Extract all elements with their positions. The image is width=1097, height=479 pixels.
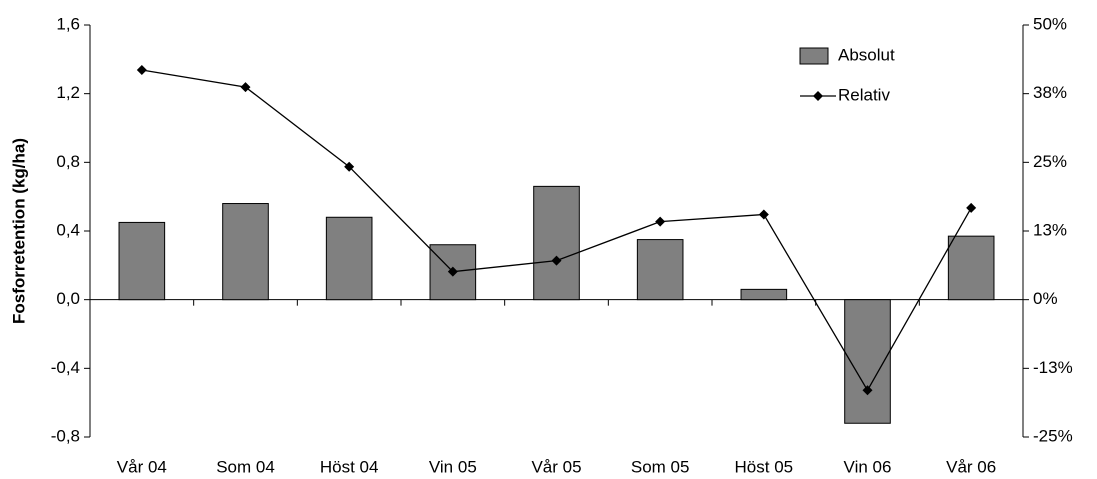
x-tick-label: Vår 05 [531,457,581,476]
y2-tick-label: 25% [1033,152,1067,171]
marker [344,161,355,172]
y-tick-label: 0,0 [56,289,80,308]
legend-swatch [799,47,829,65]
y2-tick-label: 50% [1033,14,1067,33]
bar [118,221,166,301]
x-tick-label: Vin 05 [429,457,477,476]
marker [136,65,147,76]
x-tick-label: Som 05 [631,457,690,476]
y-axis-label: Fosforretention (kg/ha) [9,138,28,324]
x-tick-label: Vin 06 [844,457,892,476]
y-tick-label: 0,4 [56,220,80,239]
marker [240,82,251,93]
y-tick-label: 0,8 [56,152,80,171]
bar [947,235,995,301]
marker [758,209,769,220]
bar [222,203,269,301]
marker [655,216,666,227]
y-tick-label: -0,4 [51,358,80,377]
x-tick-label: Vår 04 [117,457,167,476]
x-tick-label: Höst 05 [735,457,794,476]
bar [325,216,373,301]
y2-tick-label: 0% [1033,289,1058,308]
x-tick-label: Som 04 [216,457,275,476]
bar [740,288,788,301]
marker [966,202,977,213]
y-tick-label: 1,6 [56,14,80,33]
bar [636,239,684,301]
y-tick-label: -0,8 [51,426,80,445]
y2-tick-label: -25% [1033,426,1073,445]
bar [533,185,580,301]
x-tick-label: Höst 04 [320,457,379,476]
legend-label: Relativ [838,85,890,104]
y2-tick-label: 38% [1033,83,1067,102]
marker [551,255,562,266]
y-tick-label: 1,2 [56,83,80,102]
bar [844,299,891,424]
legend-label: Absolut [838,45,895,64]
y2-tick-label: -13% [1033,358,1073,377]
marker [862,385,873,396]
marker [447,266,458,277]
y2-tick-label: 13% [1033,220,1067,239]
x-tick-label: Vår 06 [946,457,996,476]
legend-marker [813,91,823,101]
